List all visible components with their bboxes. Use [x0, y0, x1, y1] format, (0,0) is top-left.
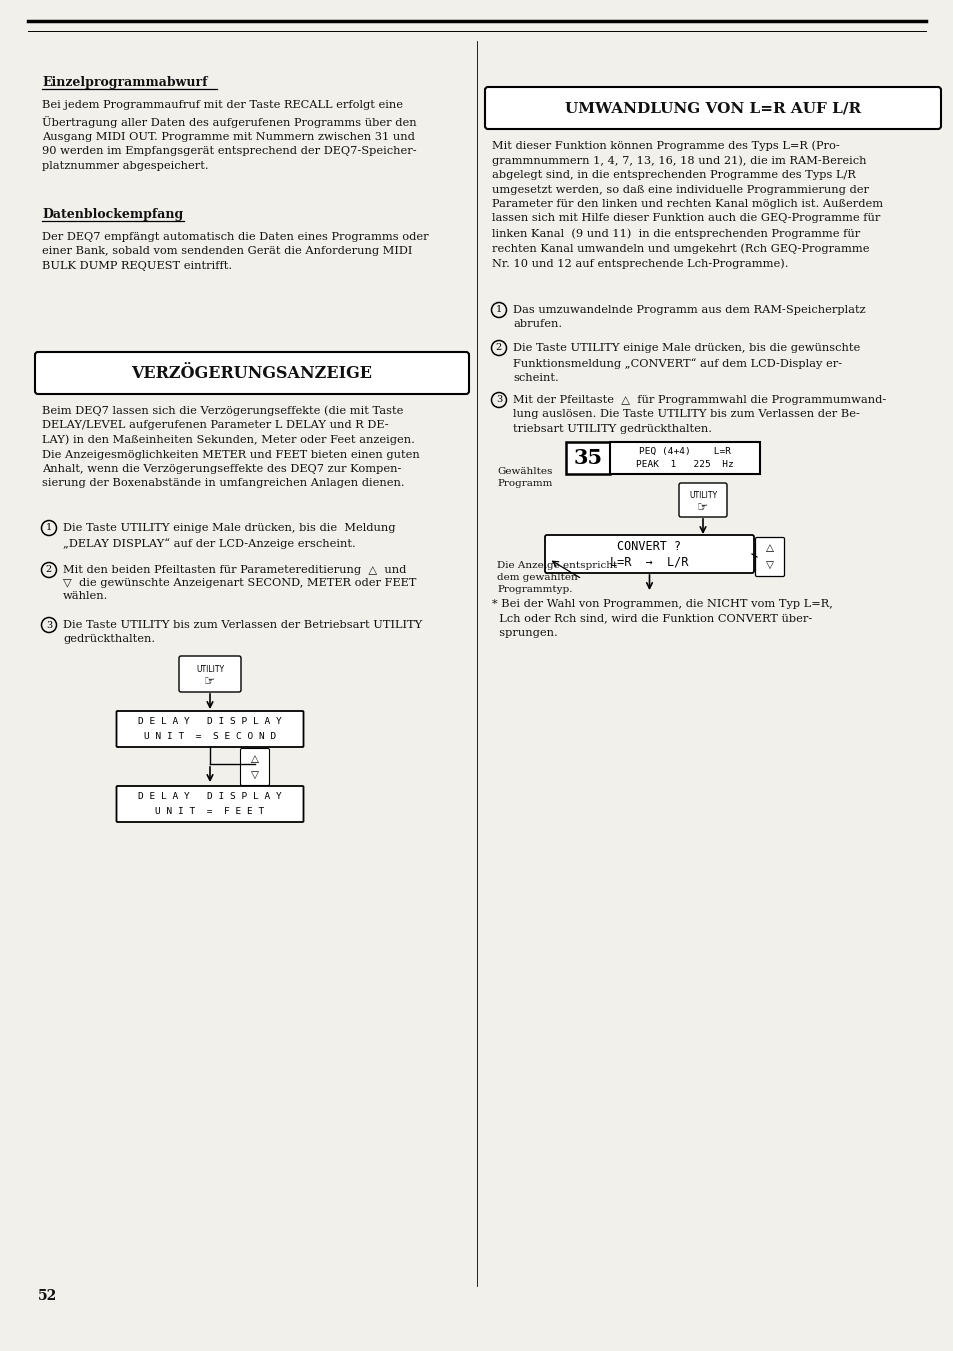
- FancyBboxPatch shape: [755, 538, 783, 577]
- Text: UMWANDLUNG VON L=R AUF L/R: UMWANDLUNG VON L=R AUF L/R: [564, 101, 861, 115]
- Text: 2: 2: [496, 343, 501, 353]
- Text: D E L A Y   D I S P L A Y: D E L A Y D I S P L A Y: [138, 716, 281, 725]
- Text: Mit der Pfeiltaste  △  für Programmwahl die Programmumwand-
lung auslösen. Die T: Mit der Pfeiltaste △ für Programmwahl di…: [513, 394, 885, 434]
- Text: Die Taste UTILITY bis zum Verlassen der Betriebsart UTILITY
gedrückthalten.: Die Taste UTILITY bis zum Verlassen der …: [63, 620, 422, 644]
- Text: ☞: ☞: [697, 501, 708, 513]
- FancyBboxPatch shape: [240, 748, 269, 785]
- Text: 1: 1: [496, 305, 501, 315]
- FancyBboxPatch shape: [544, 535, 753, 573]
- Text: UTILITY: UTILITY: [688, 490, 717, 500]
- FancyBboxPatch shape: [565, 442, 609, 474]
- Text: △: △: [251, 754, 258, 763]
- Text: L=R  →  L/R: L=R → L/R: [610, 555, 688, 569]
- Text: ▽: ▽: [765, 559, 773, 570]
- Text: Einzelprogrammabwurf: Einzelprogrammabwurf: [42, 76, 208, 89]
- Text: 1: 1: [46, 523, 52, 532]
- Text: ▽: ▽: [251, 770, 258, 780]
- Text: CONVERT ?: CONVERT ?: [617, 539, 680, 553]
- FancyBboxPatch shape: [679, 484, 726, 517]
- Text: Gewähltes
Programm: Gewähltes Programm: [497, 467, 552, 488]
- Text: Die Anzeige entspricht
dem gewählten
Programmtyp.: Die Anzeige entspricht dem gewählten Pro…: [497, 561, 617, 593]
- Text: UTILITY: UTILITY: [195, 665, 224, 674]
- Text: Beim DEQ7 lassen sich die Verzögerungseffekte (die mit Taste
DELAY/LEVEL aufgeru: Beim DEQ7 lassen sich die Verzögerungsef…: [42, 405, 419, 489]
- Text: 2: 2: [46, 566, 52, 574]
- Text: 35: 35: [573, 449, 602, 467]
- FancyBboxPatch shape: [609, 442, 760, 474]
- Text: PEQ (4+4)    L=R: PEQ (4+4) L=R: [639, 447, 730, 455]
- FancyBboxPatch shape: [116, 711, 303, 747]
- Text: VERZÖGERUNGSANZEIGE: VERZÖGERUNGSANZEIGE: [132, 365, 372, 381]
- Text: Das umzuwandelnde Programm aus dem RAM-Speicherplatz
abrufen.: Das umzuwandelnde Programm aus dem RAM-S…: [513, 305, 864, 330]
- Text: U N I T  =  S E C O N D: U N I T = S E C O N D: [144, 732, 275, 742]
- Text: wählen.: wählen.: [63, 590, 109, 601]
- Text: △: △: [765, 543, 773, 554]
- Text: Mit dieser Funktion können Programme des Typs L=R (Pro-
grammnummern 1, 4, 7, 13: Mit dieser Funktion können Programme des…: [492, 141, 882, 269]
- Text: ▽  die gewünschte Anzeigenart SECOND, METER oder FEET: ▽ die gewünschte Anzeigenart SECOND, MET…: [63, 578, 416, 588]
- Text: 52: 52: [38, 1289, 57, 1302]
- Text: 3: 3: [46, 620, 52, 630]
- Text: Datenblockempfang: Datenblockempfang: [42, 208, 183, 222]
- Text: Die Taste UTILITY einige Male drücken, bis die gewünschte
Funktionsmeldung „CONV: Die Taste UTILITY einige Male drücken, b…: [513, 343, 860, 384]
- Text: Bei jedem Programmaufruf mit der Taste RECALL erfolgt eine
Übertragung aller Dat: Bei jedem Programmaufruf mit der Taste R…: [42, 100, 416, 170]
- FancyBboxPatch shape: [484, 86, 940, 128]
- Text: Der DEQ7 empfängt automatisch die Daten eines Programms oder
einer Bank, sobald : Der DEQ7 empfängt automatisch die Daten …: [42, 232, 428, 270]
- Text: ☞: ☞: [204, 676, 215, 689]
- FancyBboxPatch shape: [179, 657, 241, 692]
- Text: U N I T  =  F E E T: U N I T = F E E T: [155, 808, 264, 816]
- FancyBboxPatch shape: [35, 353, 469, 394]
- FancyBboxPatch shape: [116, 786, 303, 821]
- Text: D E L A Y   D I S P L A Y: D E L A Y D I S P L A Y: [138, 792, 281, 801]
- Text: * Bei der Wahl von Programmen, die NICHT vom Typ L=R,
  Lch oder Rch sind, wird : * Bei der Wahl von Programmen, die NICHT…: [492, 598, 832, 638]
- Text: PEAK  1   225  Hz: PEAK 1 225 Hz: [636, 461, 733, 469]
- Text: 3: 3: [496, 396, 501, 404]
- Text: Die Taste UTILITY einige Male drücken, bis die  Meldung
„DELAY DISPLAY“ auf der : Die Taste UTILITY einige Male drücken, b…: [63, 523, 395, 549]
- Text: Mit den beiden Pfeiltasten für Parametereditierung  △  und: Mit den beiden Pfeiltasten für Parameter…: [63, 565, 406, 576]
